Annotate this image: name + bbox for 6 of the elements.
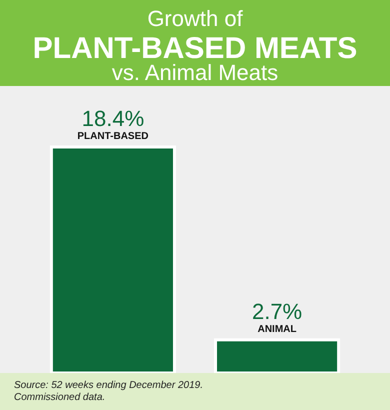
x-tick-label: PLANT-BASED [77, 131, 149, 142]
data-label: 2.7% [252, 298, 302, 324]
chart-title: Growth of PLANT-BASED MEATS vs. Animal Meats [32, 6, 358, 85]
source-note: Source: 52 weeks ending December 2019. Commissioned data. [14, 380, 204, 403]
data-label: 18.4% [82, 106, 144, 131]
x-tick-label: ANIMAL [258, 324, 296, 335]
